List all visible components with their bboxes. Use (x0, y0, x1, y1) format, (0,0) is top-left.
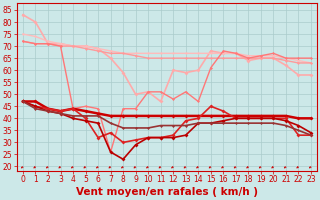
X-axis label: Vent moyen/en rafales ( km/h ): Vent moyen/en rafales ( km/h ) (76, 187, 258, 197)
